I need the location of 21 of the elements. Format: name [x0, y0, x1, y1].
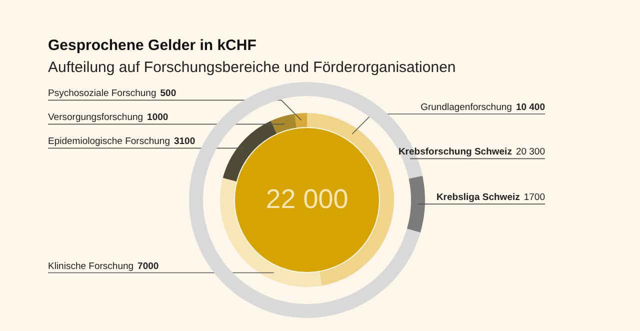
donut-slice [406, 176, 425, 233]
data-label: 500 [160, 88, 176, 100]
data-label: 1700 [524, 192, 545, 204]
donut-slice [294, 113, 307, 128]
donut-slice [222, 120, 277, 182]
slice-label: Epidemiologische Forschung [48, 136, 170, 148]
slice-label: Krebsforschung Schweiz [398, 146, 512, 158]
text: 22 000 [266, 184, 348, 214]
data-label: 20 300 [516, 146, 545, 158]
donut-slice [270, 114, 297, 134]
data-label: 1000 [147, 112, 168, 124]
slice-label: Grundlagenforschung [420, 102, 512, 113]
chart-subtitle: Aufteilung auf Forschungsbereiche und Förderorganisationen [48, 59, 456, 76]
data-label: 7000 [138, 260, 159, 272]
chart-title: Gesprochene Gelder in kCHF [48, 37, 256, 54]
slice-label: Krebsliga Schweiz [436, 192, 520, 204]
slice-label: Versorgungsforschung [48, 112, 144, 124]
slice-label: Psychosoziale Forschung [48, 88, 156, 100]
slice-label: Klinische Forschung [48, 260, 134, 272]
data-label: 3100 [174, 136, 196, 148]
data-label: 10 400 [516, 102, 545, 113]
